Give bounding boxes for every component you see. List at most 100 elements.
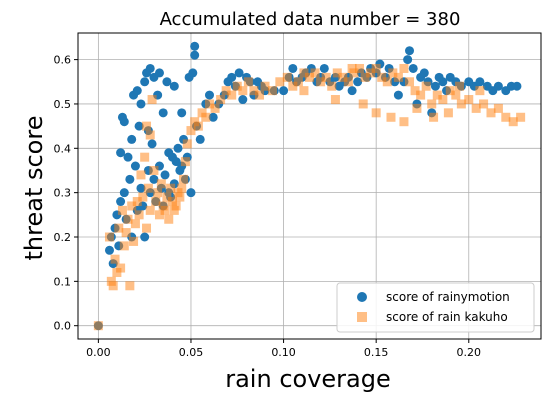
kakuho-point xyxy=(316,77,326,87)
kakuho-point xyxy=(455,81,465,91)
kakuho-point xyxy=(330,95,340,105)
rainymotion-point xyxy=(190,41,200,51)
rainymotion-point xyxy=(195,134,205,144)
rainymotion-point xyxy=(430,81,440,91)
rainymotion-point xyxy=(140,232,150,242)
kakuho-point xyxy=(371,108,381,118)
x-tick-label: 0.20 xyxy=(457,346,482,359)
kakuho-point xyxy=(282,72,292,82)
rainymotion-point xyxy=(419,68,429,78)
kakuho-point xyxy=(180,157,190,167)
y-tick-label: 0.1 xyxy=(54,275,72,288)
kakuho-point xyxy=(486,108,496,118)
kakuho-point xyxy=(501,112,511,122)
y-tick-label: 0.0 xyxy=(54,320,72,333)
kakuho-point xyxy=(288,81,298,91)
rainymotion-point xyxy=(188,68,198,78)
kakuho-point xyxy=(232,81,242,91)
kakuho-point xyxy=(179,174,189,184)
kakuho-point xyxy=(227,90,237,100)
kakuho-point xyxy=(405,77,415,87)
y-tick-label: 0.4 xyxy=(54,142,72,155)
y-axis-label: threat score xyxy=(20,116,48,261)
kakuho-point xyxy=(117,205,127,215)
rainymotion-point xyxy=(353,77,363,87)
kakuho-point xyxy=(201,112,211,122)
rainymotion-point xyxy=(136,99,146,109)
kakuho-point xyxy=(371,63,381,73)
rainymotion-point xyxy=(119,188,129,198)
kakuho-point xyxy=(432,90,442,100)
rainymotion-point xyxy=(177,108,187,118)
kakuho-point xyxy=(388,68,398,78)
legend: score of rainymotion score of rain kakuh… xyxy=(336,282,535,333)
kakuho-point xyxy=(427,99,437,109)
kakuho-point xyxy=(156,179,166,189)
kakuho-point xyxy=(347,63,357,73)
rainymotion-point xyxy=(127,134,137,144)
rainymotion-point xyxy=(493,81,503,91)
kakuho-point xyxy=(410,86,420,96)
rainymotion-point xyxy=(405,46,415,56)
rainymotion-point xyxy=(475,77,485,87)
legend-frame xyxy=(336,282,535,333)
kakuho-point xyxy=(193,121,203,131)
kakuho-point xyxy=(129,236,139,246)
rainymotion-point xyxy=(145,63,155,73)
y-axis-ticks: 0.0 0.1 0.2 0.3 0.4 0.5 0.6 xyxy=(54,54,78,333)
kakuho-point xyxy=(221,86,231,96)
rainymotion-point xyxy=(279,86,289,96)
kakuho-point xyxy=(171,201,181,211)
rainymotion-point xyxy=(234,68,244,78)
kakuho-point xyxy=(182,139,192,149)
rainymotion-point xyxy=(149,174,159,184)
rainymotion-point xyxy=(173,143,183,153)
kakuho-point xyxy=(443,108,453,118)
kakuho-point xyxy=(142,223,152,233)
rainymotion-point xyxy=(132,86,142,96)
legend-marker-rainymotion xyxy=(357,292,367,302)
chart-title: Accumulated data number = 380 xyxy=(160,9,461,30)
kakuho-point xyxy=(186,126,196,136)
rainymotion-point xyxy=(130,161,140,171)
x-axis-ticks: 0.00 0.05 0.10 0.15 0.20 xyxy=(86,339,481,359)
kakuho-point xyxy=(147,95,157,105)
rainymotion-point xyxy=(408,63,418,73)
x-axis-label: rain coverage xyxy=(225,365,391,393)
kakuho-point xyxy=(160,205,170,215)
rainymotion-point xyxy=(104,245,114,255)
rainymotion-point xyxy=(136,183,146,193)
kakuho-point xyxy=(299,68,309,78)
kakuho-point xyxy=(456,99,466,109)
kakuho-point xyxy=(445,86,455,96)
rainymotion-point xyxy=(162,77,172,87)
kakuho-point xyxy=(175,192,185,202)
kakuho-point xyxy=(142,121,152,131)
kakuho-point xyxy=(429,112,439,122)
kakuho-point xyxy=(399,63,409,73)
kakuho-point xyxy=(293,77,303,87)
kakuho-point xyxy=(343,77,353,87)
rainymotion-point xyxy=(347,86,357,96)
kakuho-point xyxy=(360,72,370,82)
kakuho-point xyxy=(260,81,270,91)
rainymotion-point xyxy=(319,63,329,73)
rainymotion-point xyxy=(140,77,150,87)
kakuho-point xyxy=(114,223,124,233)
kakuho-point xyxy=(132,197,142,207)
kakuho-point xyxy=(416,90,426,100)
rainymotion-point xyxy=(123,152,133,162)
y-tick-label: 0.5 xyxy=(54,98,72,111)
kakuho-point xyxy=(479,99,489,109)
kakuho-point xyxy=(138,192,148,202)
kakuho-point xyxy=(216,95,226,105)
kakuho-point xyxy=(321,72,331,82)
kakuho-point xyxy=(108,281,118,291)
kakuho-point xyxy=(104,232,114,242)
rainymotion-point xyxy=(190,50,200,60)
rainymotion-point xyxy=(147,139,157,149)
rainymotion-point xyxy=(158,108,168,118)
rainymotion-point xyxy=(238,95,248,105)
